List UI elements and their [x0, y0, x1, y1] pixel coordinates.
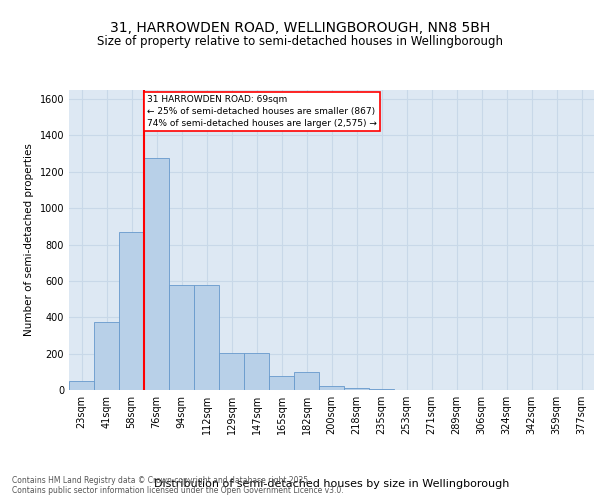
Bar: [169, 286, 194, 390]
Bar: [344, 388, 369, 390]
Y-axis label: Number of semi-detached properties: Number of semi-detached properties: [24, 144, 34, 336]
Bar: [144, 158, 169, 390]
Bar: [94, 322, 119, 390]
Text: 31, HARROWDEN ROAD, WELLINGBOROUGH, NN8 5BH: 31, HARROWDEN ROAD, WELLINGBOROUGH, NN8 …: [110, 20, 490, 34]
Bar: [244, 352, 269, 390]
Bar: [194, 286, 219, 390]
Text: Contains HM Land Registry data © Crown copyright and database right 2025.
Contai: Contains HM Land Registry data © Crown c…: [12, 476, 344, 495]
Bar: [319, 386, 344, 390]
Bar: [69, 381, 94, 390]
Bar: [369, 389, 394, 390]
Text: Size of property relative to semi-detached houses in Wellingborough: Size of property relative to semi-detach…: [97, 34, 503, 48]
Bar: [294, 372, 319, 390]
Text: 31 HARROWDEN ROAD: 69sqm
← 25% of semi-detached houses are smaller (867)
74% of : 31 HARROWDEN ROAD: 69sqm ← 25% of semi-d…: [147, 96, 377, 128]
Bar: [119, 232, 144, 390]
Bar: [269, 376, 294, 390]
X-axis label: Distribution of semi-detached houses by size in Wellingborough: Distribution of semi-detached houses by …: [154, 478, 509, 488]
Bar: [219, 352, 244, 390]
